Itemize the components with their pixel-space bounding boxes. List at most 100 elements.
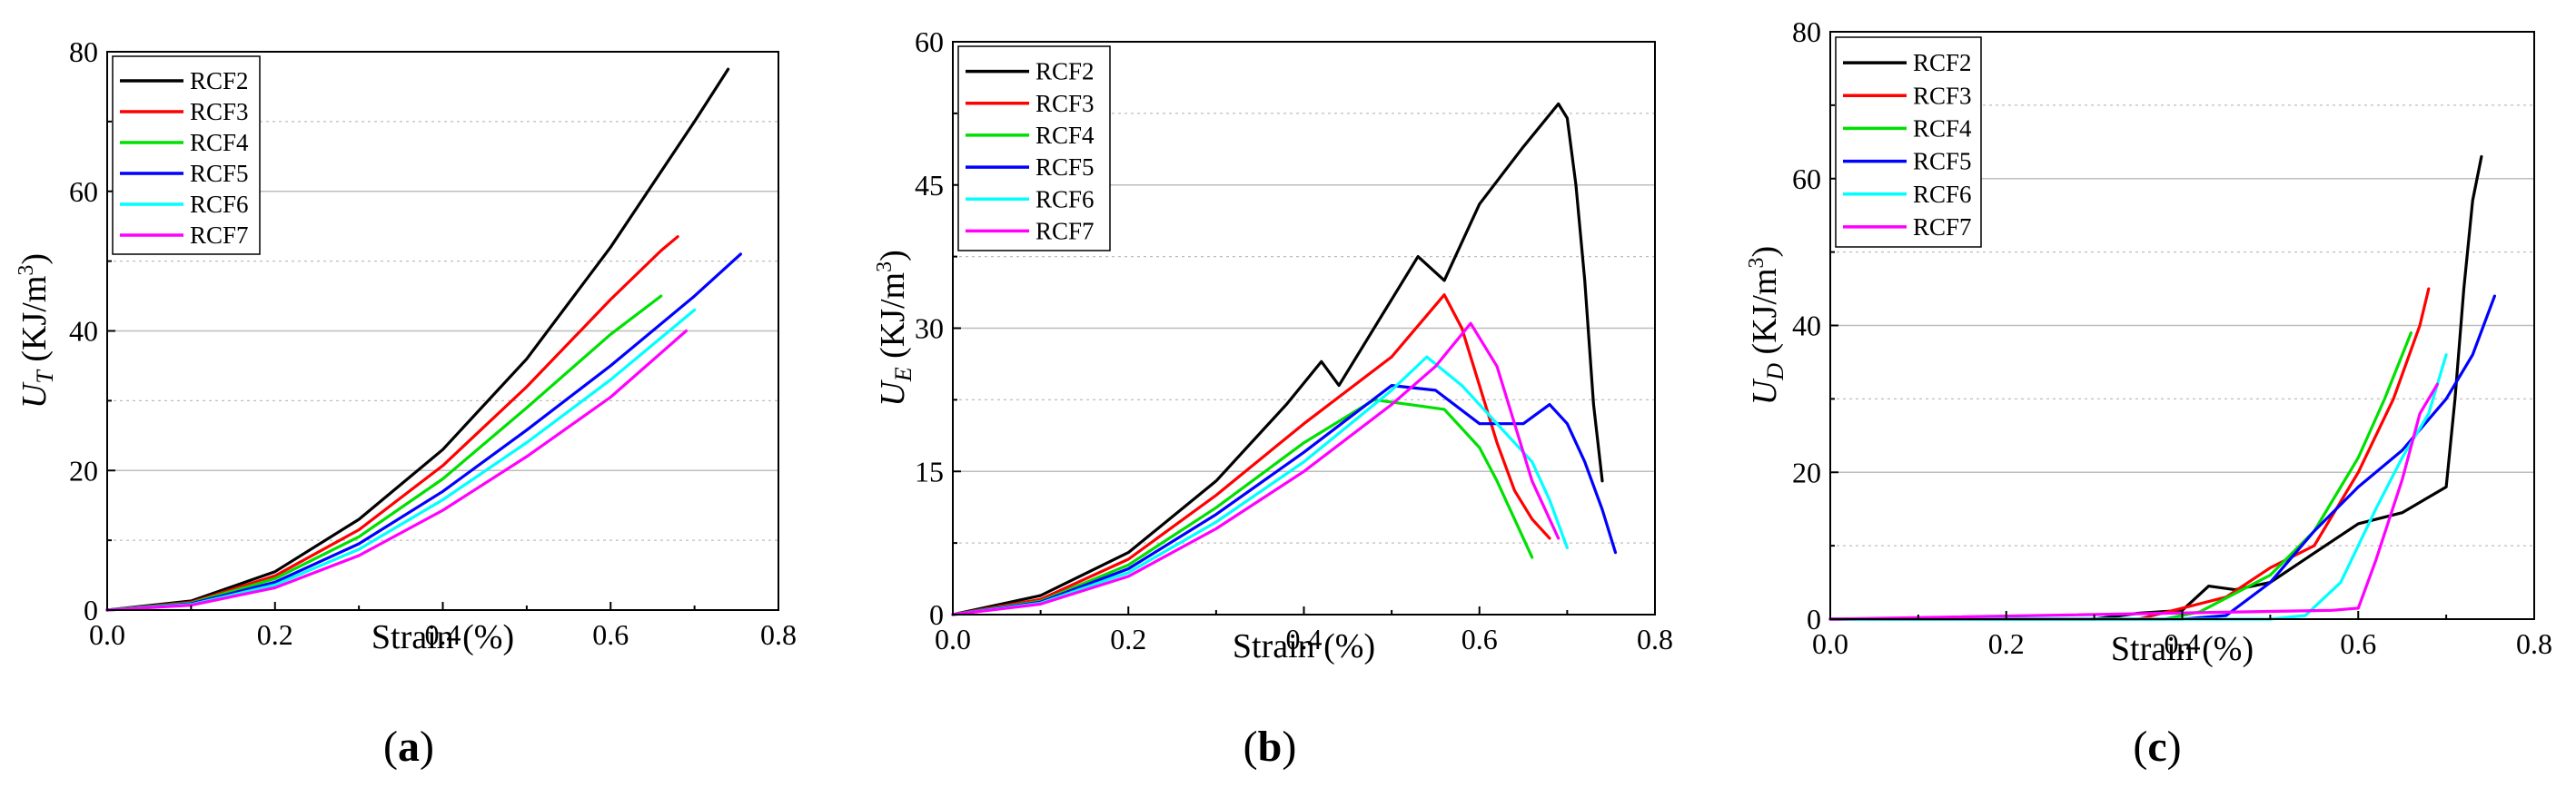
y-axis-label: UD (KJ/m3) bbox=[1745, 246, 1788, 405]
series-line-rcf3 bbox=[105, 235, 679, 612]
x-tick-label: 0.6 bbox=[1461, 623, 1498, 655]
y-label-sup: 3 bbox=[15, 265, 38, 276]
y-tick-label: 45 bbox=[915, 169, 944, 202]
y-label-unit: (KJ/m bbox=[874, 272, 912, 368]
series-line-rcf4 bbox=[1828, 331, 2413, 621]
y-tick-label: 40 bbox=[1792, 310, 1821, 342]
series-line-rcf6 bbox=[105, 308, 697, 612]
y-label-close: ) bbox=[1746, 246, 1784, 258]
series-line-rcf6 bbox=[951, 355, 1570, 616]
y-label-unit: (KJ/m bbox=[15, 276, 54, 371]
y-label-base: U bbox=[1746, 378, 1784, 405]
y-tick-label: 0 bbox=[84, 594, 98, 626]
y-label-base: U bbox=[15, 381, 54, 409]
panel-letter: b bbox=[1258, 723, 1283, 771]
x-tick-label: 0.2 bbox=[1110, 623, 1146, 655]
legend-label-rcf2: RCF2 bbox=[1035, 58, 1095, 85]
series-line-rcf4 bbox=[951, 398, 1534, 616]
legend-label-rcf2: RCF2 bbox=[190, 67, 249, 94]
x-tick-label: 0.4 bbox=[1286, 623, 1323, 655]
y-tick-label: 0 bbox=[929, 598, 944, 631]
x-tick-label: 0.6 bbox=[2340, 627, 2376, 660]
chart-a: 0.0 0.2 0.4 0.6 0.8 0 20 40 60 80 Strain (%) UT (KJ… bbox=[15, 35, 797, 771]
series-line-rcf2 bbox=[951, 102, 1604, 616]
legend: RCF2 RCF3 RCF4 RCF5 RCF6 RCF7 bbox=[112, 55, 261, 255]
y-axis-label: UE (KJ/m3) bbox=[873, 250, 916, 407]
legend-label-rcf5: RCF5 bbox=[1913, 148, 1972, 175]
x-tick-label: 0.6 bbox=[592, 618, 629, 651]
chart-b: 0.0 0.2 0.4 0.6 0.8 0 15 30 45 60 Strain (%) UE (KJ… bbox=[873, 25, 1673, 771]
x-tick-label: 0.2 bbox=[1988, 627, 2025, 660]
x-tick-label: 0.8 bbox=[1637, 623, 1673, 655]
chart-c: 0.0 0.2 0.4 0.6 0.8 0 20 40 60 80 Strain (%) UD (KJ… bbox=[1745, 15, 2552, 771]
legend-label-rcf2: RCF2 bbox=[1913, 49, 1972, 76]
x-tick-label: 0.2 bbox=[257, 618, 293, 651]
legend-label-rcf5: RCF5 bbox=[1035, 153, 1095, 181]
y-tick-label: 30 bbox=[915, 312, 944, 345]
legend-label-rcf3: RCF3 bbox=[1913, 82, 1972, 109]
series-line-rcf2 bbox=[105, 67, 730, 612]
y-label-sub: E bbox=[890, 367, 916, 382]
x-axis-label: Strain (%) bbox=[1233, 627, 1375, 665]
x-tick-label: 0.0 bbox=[89, 618, 125, 651]
y-label-unit: (KJ/m bbox=[1746, 268, 1784, 363]
legend-label-rcf4: RCF4 bbox=[1913, 114, 1972, 142]
x-tick-label: 0.0 bbox=[1812, 627, 1848, 660]
series-line-rcf5 bbox=[951, 384, 1618, 616]
series-line-rcf5 bbox=[1828, 294, 2496, 621]
legend-box bbox=[1835, 36, 1982, 248]
y-tick-label: 0 bbox=[1807, 603, 1821, 635]
legend-label-rcf7: RCF7 bbox=[190, 222, 249, 249]
series-line-rcf7 bbox=[105, 329, 689, 612]
legend-label-rcf5: RCF5 bbox=[190, 160, 249, 187]
series-line-rcf7 bbox=[951, 321, 1560, 616]
x-tick-label: 0.8 bbox=[760, 618, 797, 651]
legend: RCF2 RCF3 RCF4 RCF5 RCF6 RCF7 bbox=[1835, 36, 1982, 248]
legend-label-rcf7: RCF7 bbox=[1913, 213, 1972, 241]
legend-label-rcf7: RCF7 bbox=[1035, 217, 1095, 244]
y-axis-label: UT (KJ/m3) bbox=[15, 253, 58, 409]
panel-label: (c) bbox=[2133, 723, 2181, 771]
y-tick-label: 60 bbox=[915, 25, 944, 58]
x-axis-label: Strain (%) bbox=[372, 618, 514, 656]
panel-open: ( bbox=[2133, 723, 2147, 771]
legend-label-rcf6: RCF6 bbox=[190, 191, 249, 218]
y-tick-label: 40 bbox=[69, 315, 98, 348]
y-tick-label: 15 bbox=[915, 455, 944, 488]
legend-box bbox=[957, 45, 1111, 251]
y-label-close: ) bbox=[15, 253, 54, 265]
panel-label: (b) bbox=[1243, 723, 1297, 771]
series-line-rcf7 bbox=[1828, 382, 2439, 621]
y-tick-label: 60 bbox=[1792, 163, 1821, 195]
legend-label-rcf3: RCF3 bbox=[1035, 90, 1095, 117]
legend-label-rcf4: RCF4 bbox=[190, 129, 249, 156]
panel-close: ) bbox=[1282, 723, 1296, 771]
y-tick-label: 80 bbox=[69, 35, 98, 68]
legend-label-rcf3: RCF3 bbox=[190, 98, 249, 125]
y-tick-label: 60 bbox=[69, 175, 98, 208]
legend-label-rcf4: RCF4 bbox=[1035, 122, 1095, 149]
y-label-sup: 3 bbox=[1745, 257, 1769, 268]
panel-letter: c bbox=[2147, 723, 2166, 771]
y-tick-label: 20 bbox=[69, 454, 98, 487]
series-line-rcf6 bbox=[1828, 353, 2448, 621]
y-label-base: U bbox=[874, 379, 912, 407]
x-tick-label: 0.8 bbox=[2516, 627, 2552, 660]
x-tick-label: 0.4 bbox=[2165, 627, 2201, 660]
series-line-rcf4 bbox=[105, 294, 663, 612]
x-tick-label: 0.0 bbox=[935, 623, 971, 655]
y-label-sub: D bbox=[1762, 363, 1788, 381]
legend-label-rcf6: RCF6 bbox=[1913, 181, 1972, 208]
legend: RCF2 RCF3 RCF4 RCF5 RCF6 RCF7 bbox=[957, 45, 1111, 251]
legend-box bbox=[112, 55, 261, 255]
panel-close: ) bbox=[2167, 723, 2182, 771]
series-line-rcf3 bbox=[951, 293, 1551, 616]
y-label-sup: 3 bbox=[873, 261, 897, 272]
panel-label: (a) bbox=[383, 723, 434, 771]
panel-letter: a bbox=[398, 723, 420, 771]
y-label-close: ) bbox=[874, 250, 912, 261]
panel-open: ( bbox=[1243, 723, 1258, 771]
panel-close: ) bbox=[420, 723, 434, 771]
panel-open: ( bbox=[383, 723, 398, 771]
